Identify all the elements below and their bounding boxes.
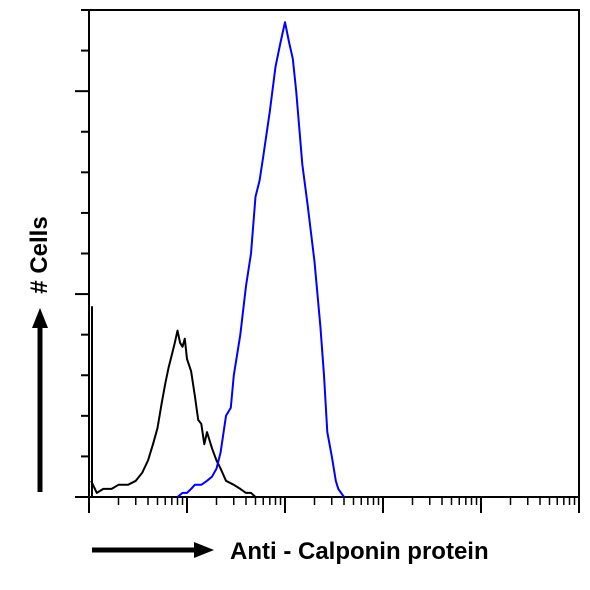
x-axis-arrow-head: [194, 542, 214, 558]
y-axis-label: # Cells: [26, 216, 53, 293]
y-axis-ticks: [75, 9, 89, 498]
control-histogram-line: [90, 329, 257, 498]
x-axis-label: Anti - Calponin protein: [230, 538, 489, 565]
histogram-series: [90, 21, 345, 498]
plot-frame: [88, 9, 580, 498]
x-axis-ticks: [88, 497, 580, 513]
calponin-histogram-line: [176, 21, 345, 498]
y-axis-arrow-head: [32, 308, 48, 328]
